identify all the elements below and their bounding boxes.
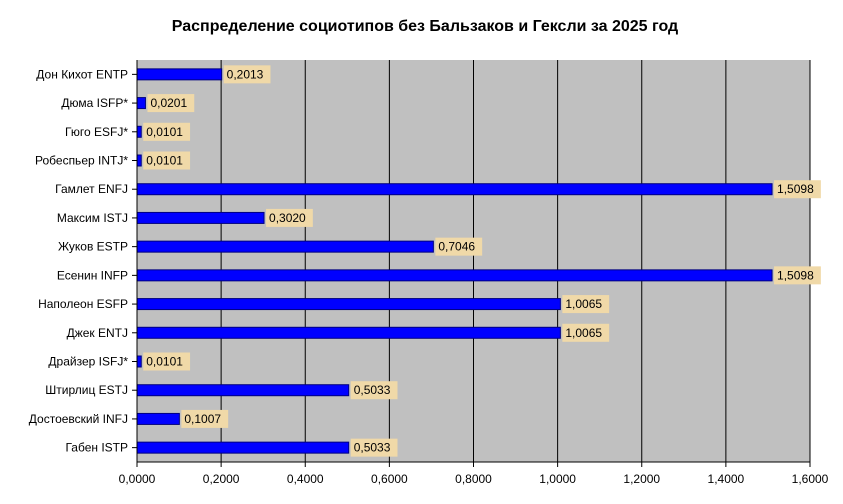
category-label: Наполеон ESFP [38,297,128,311]
data-label: 0,3020 [269,211,306,225]
bar [136,68,223,81]
bar [136,211,265,224]
data-label: 1,0065 [565,326,602,340]
data-label: 1,0065 [565,297,602,311]
bar [136,355,142,368]
x-tick-label: 0,2000 [203,472,240,486]
data-label: 0,1007 [184,412,221,426]
category-label: Драйзер ISFJ* [48,355,128,369]
data-label-background [143,122,191,141]
data-label: 0,7046 [438,240,475,254]
data-label: 0,0201 [150,96,187,110]
x-tick-label: 1,2000 [623,472,660,486]
data-label: 0,0101 [146,125,183,139]
data-label-background [147,94,195,113]
chart-title: Распределение социотипов без Бальзаков и… [172,18,678,35]
gridlines [220,60,811,462]
category-label: Гюго ESFJ* [65,125,128,139]
bar [136,240,434,253]
category-label: Габен ISTP [65,441,128,455]
bar [136,441,350,454]
x-tick-label: 1,4000 [708,472,745,486]
data-label-background [350,381,398,400]
x-axis-ticks: 0,0000 0,2000 0,4000 0,6000 0,8000 1,0000 1,20… [119,462,829,486]
category-label: Джек ENTJ [67,326,128,340]
data-label: 0,0101 [146,355,183,369]
data-label: 0,5033 [354,441,391,455]
bar [136,412,180,425]
data-label-background [435,237,483,256]
data-label-background [774,180,821,199]
data-label-background [350,438,398,457]
category-labels: Дон Кихот ENTP Дюма ISFP* Гюго ESFJ* Робесп… [29,67,137,455]
x-tick-label: 1,0000 [539,472,576,486]
bar [136,326,561,339]
category-label: Достоевский INFJ [29,412,128,426]
x-tick-label: 0,6000 [371,472,408,486]
x-tick-label: 1,6000 [792,472,829,486]
category-label: Штирлиц ESTJ [45,383,128,397]
data-labels: 0,2013 0,0201 0,0101 0,0101 1,5098 0,3020 0,70… [143,65,821,457]
data-label-background [774,266,821,285]
x-tick-label: 0,0000 [119,472,156,486]
category-label: Жуков ESTP [58,240,128,254]
category-label: Дон Кихот ENTP [36,67,128,81]
data-label-background [266,208,313,227]
data-label-background [562,323,610,342]
bar [136,183,773,196]
data-label: 0,2013 [227,67,264,81]
data-label: 0,5033 [354,383,391,397]
bars-group [136,68,773,454]
category-label: Дюма ISFP* [61,96,128,110]
data-label: 1,5098 [777,268,814,282]
data-label-background [181,409,229,428]
data-label-background [143,151,191,170]
category-label: Есенин INFP [57,268,128,282]
data-label: 1,5098 [777,182,814,196]
data-label: 0,0101 [146,154,183,168]
bar [136,269,773,282]
data-label-background [143,352,191,371]
bar [136,97,146,110]
x-tick-label: 0,4000 [287,472,324,486]
bar [136,125,142,138]
bar [136,384,350,397]
category-label: Гамлет ENFJ [55,182,128,196]
bar [136,154,142,167]
bar [136,298,561,311]
category-label: Робеспьер INTJ* [35,154,128,168]
x-tick-label: 0,8000 [455,472,492,486]
data-label-background [223,65,271,84]
category-label: Максим ISTJ [57,211,128,225]
data-label-background [562,295,610,314]
